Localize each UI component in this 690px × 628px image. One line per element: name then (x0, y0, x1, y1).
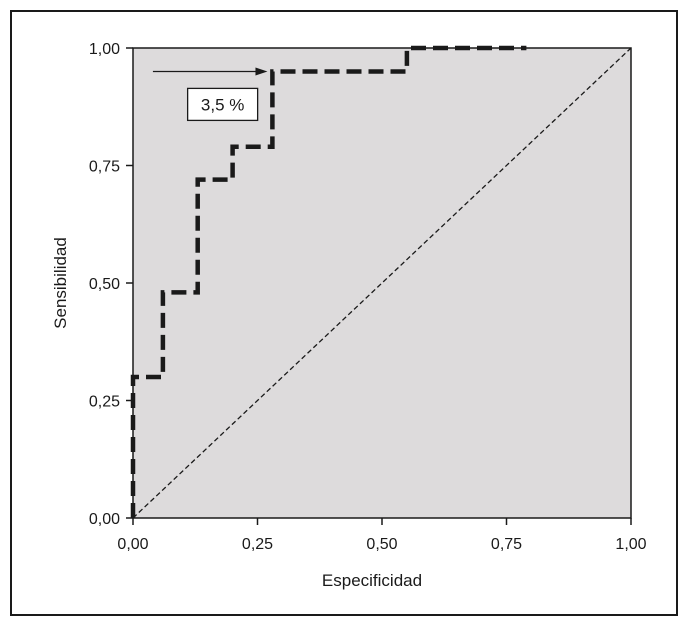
x-axis-label: Especificidad (322, 571, 422, 590)
x-tick-label: 0,25 (242, 536, 273, 553)
axes-layer: 0,00 0,25 0,50 0,75 1,00 0,00 0,25 0,50 0,75 1,00 (89, 41, 647, 553)
series-layer (130, 45, 632, 519)
y-tick-label: 0,75 (89, 159, 120, 176)
x-tick-label: 0,50 (366, 536, 397, 553)
y-tick-label: 0,25 (89, 394, 120, 411)
annotation-layer: 3,5 % (152, 67, 268, 122)
x-tick-label: 0,00 (117, 536, 148, 553)
x-tick-label: 0,75 (491, 536, 522, 553)
y-tick-label: 1,00 (89, 41, 120, 58)
y-tick-label: 0,50 (89, 276, 120, 293)
annotation-label: 3,5 % (201, 95, 244, 114)
y-tick-label: 0,00 (89, 511, 120, 528)
annotation-arrowhead (255, 67, 268, 76)
annotation-box (186, 87, 259, 122)
reference-diagonal (132, 47, 632, 519)
y-axis-label: Sensibilidad (51, 237, 70, 329)
x-tick-label: 1,00 (615, 536, 646, 553)
figure-frame (10, 10, 678, 616)
